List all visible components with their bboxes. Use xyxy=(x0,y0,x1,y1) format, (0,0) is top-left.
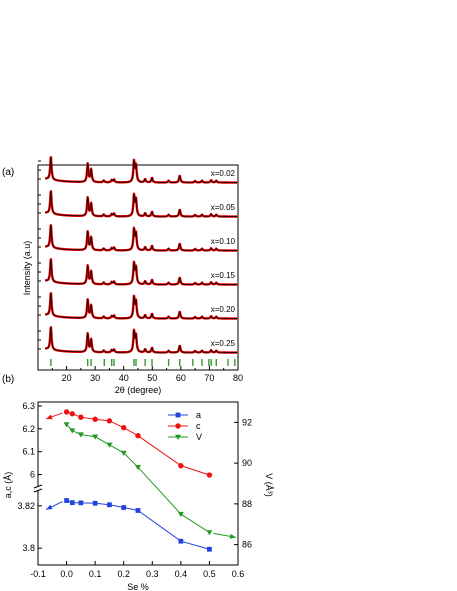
lattice-left-tick-label: 6.1 xyxy=(22,447,35,457)
data-point-a xyxy=(178,539,183,544)
panel-b-label: (b) xyxy=(2,374,14,385)
xrd-calculated-pattern xyxy=(45,259,237,284)
xrd-y-axis-title: Intensity (a.u) xyxy=(22,241,32,296)
xrd-x-tick-label: 30 xyxy=(90,373,100,383)
xrd-x-tick-label: 60 xyxy=(176,373,186,383)
lattice-left-tick-label: 6 xyxy=(30,470,35,480)
data-point-v xyxy=(69,428,75,433)
data-point-c xyxy=(135,433,140,438)
xrd-observed-pattern xyxy=(45,225,237,250)
data-point-a xyxy=(93,501,98,506)
lattice-left-axis-title: a,c (Å) xyxy=(3,472,13,499)
xrd-calculated-pattern xyxy=(45,157,237,182)
lattice-right-tick-label: 86 xyxy=(242,540,252,550)
lattice-right-tick-label: 92 xyxy=(242,417,252,427)
xrd-observed-pattern xyxy=(45,259,237,284)
data-point-a xyxy=(107,502,112,507)
lattice-left-tick-label: 3.8 xyxy=(22,543,35,553)
xrd-series-label: x=0.05 xyxy=(211,203,236,212)
xrd-series-label: x=0.10 xyxy=(211,237,236,246)
data-point-v xyxy=(178,512,184,517)
lattice-left-tick-label: 3.82 xyxy=(17,501,35,511)
data-point-c xyxy=(70,411,75,416)
lattice-panel: -0.1 0.0 0.1 0.2 0.3 0.4 0.5 0.6 6 6.1 6.2 6.3 3.8 3.… xyxy=(3,401,274,591)
data-point-a xyxy=(121,505,126,510)
lattice-right-axis-title: V (Å³) xyxy=(264,473,274,497)
xrd-observed-pattern xyxy=(45,157,237,182)
data-point-a xyxy=(78,500,83,505)
xrd-x-axis-title: 2θ (degree) xyxy=(115,385,162,395)
series-line-v xyxy=(67,424,210,532)
lattice-x-tick-label: 0.6 xyxy=(232,569,245,579)
xrd-series-label: x=0.20 xyxy=(211,305,236,314)
data-point-c xyxy=(121,425,126,430)
xrd-series-label: x=0.25 xyxy=(211,339,236,348)
lattice-x-tick-label: 0.5 xyxy=(203,569,216,579)
data-point-c xyxy=(107,418,112,423)
xrd-observed-pattern xyxy=(45,293,237,318)
xrd-panel: x=0.02 x=0.05 x=0.10 x=0.15 x=0.20 x=0.25 20 3… xyxy=(22,157,243,395)
lattice-x-axis-title: Se % xyxy=(127,582,149,591)
legend-label-v: V xyxy=(196,432,202,442)
xrd-x-tick-label: 20 xyxy=(62,373,72,383)
lattice-x-tick-label: 0.1 xyxy=(89,569,102,579)
xrd-calculated-pattern xyxy=(45,327,237,352)
xrd-calculated-pattern xyxy=(45,191,237,216)
data-point-c xyxy=(207,472,212,477)
data-point-a xyxy=(207,547,212,552)
series-line-a xyxy=(67,501,210,550)
xrd-series-label: x=0.15 xyxy=(211,271,236,280)
lattice-x-tick-label: 0.2 xyxy=(117,569,130,579)
xrd-x-tick-label: 40 xyxy=(119,373,129,383)
data-point-a xyxy=(70,500,75,505)
lattice-x-tick-label: 0.0 xyxy=(60,569,73,579)
xrd-x-tick-label: 80 xyxy=(233,373,243,383)
data-point-c xyxy=(78,415,83,420)
lattice-right-tick-label: 88 xyxy=(242,499,252,509)
data-point-c xyxy=(92,417,97,422)
data-point-a xyxy=(64,498,69,503)
data-point-a xyxy=(176,413,181,418)
data-point-v xyxy=(92,434,98,439)
data-point-c xyxy=(178,463,183,468)
xrd-calculated-pattern xyxy=(45,225,237,250)
xrd-observed-pattern xyxy=(45,327,237,352)
lattice-left-tick-label: 6.2 xyxy=(22,424,35,434)
xrd-x-tick-label: 50 xyxy=(147,373,157,383)
xrd-calculated-pattern xyxy=(45,293,237,318)
xrd-observed-pattern xyxy=(45,191,237,216)
lattice-right-tick-label: 90 xyxy=(242,458,252,468)
lattice-x-tick-label: 0.4 xyxy=(175,569,188,579)
data-point-c xyxy=(175,423,180,428)
data-point-a xyxy=(136,508,141,513)
data-point-c xyxy=(64,409,69,414)
legend-label-a: a xyxy=(196,410,201,420)
xrd-x-tick-label: 70 xyxy=(204,373,214,383)
xrd-plot-frame xyxy=(38,165,238,370)
c-axis-arrow-head xyxy=(46,415,52,420)
panel-a-label: (a) xyxy=(2,167,14,178)
lattice-x-tick-label: -0.1 xyxy=(30,569,46,579)
lattice-left-tick-label: 6.3 xyxy=(22,401,35,411)
data-point-v xyxy=(106,443,112,448)
v-axis-arrow-head xyxy=(230,534,236,539)
xrd-series-label: x=0.02 xyxy=(211,169,236,178)
lattice-x-tick-label: 0.3 xyxy=(146,569,159,579)
data-point-v xyxy=(206,530,212,535)
legend-label-c: c xyxy=(196,421,201,431)
